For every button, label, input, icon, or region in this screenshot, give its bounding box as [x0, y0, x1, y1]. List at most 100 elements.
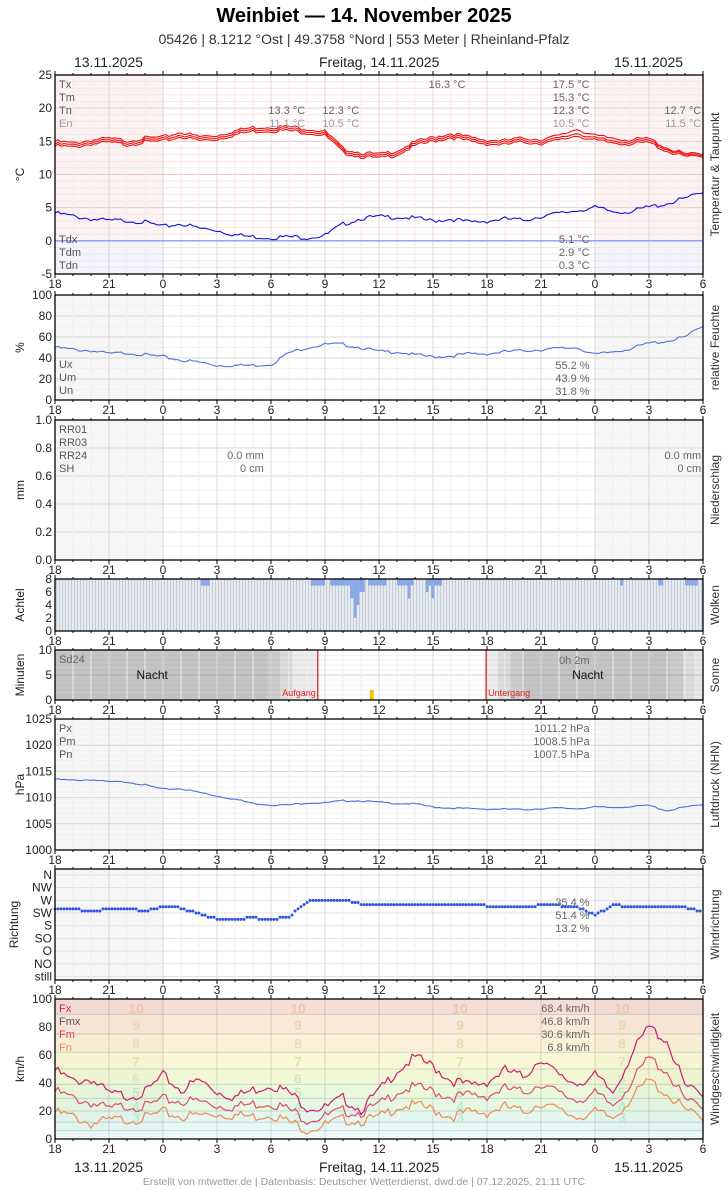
night-label: Nacht [572, 668, 604, 682]
y-tick-label: 40 [39, 351, 53, 365]
x-tick-label: 9 [322, 403, 329, 417]
x-tick-label: 12 [372, 403, 386, 417]
wind-dir-point [623, 905, 627, 909]
x-tick-label: 21 [102, 853, 116, 867]
x-tick-label: 0 [160, 1142, 167, 1156]
wind-dir-point [389, 903, 393, 907]
wind-dir-point [641, 905, 645, 909]
x-tick-label: 9 [322, 634, 329, 648]
wind-dir-point [176, 905, 180, 909]
wind-dir-point [572, 905, 576, 909]
y-tick-label: 0 [45, 393, 52, 407]
x-tick-label: 18 [480, 634, 494, 648]
wind-dir-point [173, 905, 177, 909]
beaufort-label: 8 [456, 1035, 464, 1051]
date-end-top: 15.11.2025 [614, 54, 684, 70]
legend-label: SH [59, 463, 74, 475]
panel-title: Temperatur & Taupunkt [708, 112, 722, 237]
cloud-gap-bar [428, 579, 433, 586]
credits: Erstellt von mtwetter.de | Datenbasis: D… [142, 1176, 586, 1188]
wind-dir-point [533, 905, 537, 909]
wind-dir-point [434, 903, 438, 907]
wind-dir-point [167, 905, 171, 909]
wind-dir-point [410, 903, 414, 907]
x-tick-label: 0 [160, 853, 167, 867]
y-tick-label: 0 [45, 234, 52, 248]
wind-dir-point [602, 909, 606, 913]
wind-dir-point [500, 905, 504, 909]
wind-dir-point [518, 905, 522, 909]
wind-dir-point [647, 905, 651, 909]
legend-label: Um [59, 372, 76, 384]
y-tick-label: 4 [45, 598, 52, 612]
wind-dir-point [584, 909, 588, 913]
beaufort-label: 3 [456, 1110, 464, 1126]
x-tick-label: 12 [372, 1142, 386, 1156]
wind-dir-point [665, 905, 669, 909]
stat-annotation: 0.0 mm [227, 450, 264, 462]
wind-dir-point [494, 905, 498, 909]
x-tick-label: 3 [214, 853, 221, 867]
wind-dir-point [356, 900, 360, 904]
cloud-gap-bar [407, 579, 411, 599]
sunshine-total: 0h 2m [559, 655, 590, 667]
y-tick-label: 1025 [25, 712, 52, 726]
x-tick-label: 21 [102, 277, 116, 291]
beaufort-label: 9 [618, 1017, 626, 1033]
wind-dir-point [248, 915, 252, 919]
x-tick-label: 9 [322, 1142, 329, 1156]
x-tick-label: 21 [102, 703, 116, 717]
y-axis-label: Achtel [13, 588, 27, 621]
wind-dir-point [323, 898, 327, 902]
y-tick-label: 100 [32, 992, 52, 1006]
wind-dir-point [119, 907, 123, 911]
wind-dir-point [386, 903, 390, 907]
legend-label: RR03 [59, 437, 87, 449]
x-tick-label: 21 [102, 403, 116, 417]
y-tick-label: 2 [45, 611, 52, 625]
y-tick-label: 6 [45, 585, 52, 599]
wind-dir-point [539, 903, 543, 907]
wind-dir-point [419, 903, 423, 907]
wind-dir-point [686, 907, 690, 911]
y-tick-label: 60 [39, 1048, 53, 1062]
panel-title: Sonne [708, 657, 722, 692]
cloud-gap-bar [397, 579, 414, 586]
legend-label: Tdm [59, 247, 81, 259]
y-tick-label: 10 [39, 168, 53, 182]
y-tick-label: 25 [39, 68, 53, 82]
y-tick-label: 0.0 [35, 553, 52, 567]
stat-annotation: 6.8 km/h [547, 1042, 589, 1054]
y-tick-label: 0.6 [35, 469, 52, 483]
x-tick-label: 3 [646, 703, 653, 717]
wind-dir-point [320, 898, 324, 902]
legend-label: Pn [59, 749, 72, 761]
beaufort-label: 5 [294, 1084, 302, 1100]
sunshine-bar [369, 690, 374, 700]
legend-label: En [59, 118, 72, 130]
wind-dir-point [575, 905, 579, 909]
wind-dir-point [203, 913, 207, 917]
wind-dir-point [371, 903, 375, 907]
beaufort-label: 10 [128, 1000, 144, 1016]
stat-annotation: 1008.5 hPa [533, 736, 590, 748]
wind-dir-point [185, 909, 189, 913]
x-tick-label: 18 [480, 703, 494, 717]
wind-dir-point [344, 898, 348, 902]
cloud-gap-bar [330, 579, 351, 586]
wind-dir-point [437, 903, 441, 907]
x-tick-label: 18 [480, 277, 494, 291]
x-tick-label: 6 [268, 277, 275, 291]
x-tick-label: 18 [480, 563, 494, 577]
wind-dir-point [86, 909, 90, 913]
legend-label: Tx [59, 79, 72, 91]
stat-annotation: 68.4 km/h [541, 1003, 589, 1015]
wind-dir-point [56, 907, 60, 911]
y-tick-label: 60 [39, 330, 53, 344]
wind-dir-point [407, 903, 411, 907]
wind-dir-point [182, 907, 186, 911]
x-tick-label: 3 [646, 634, 653, 648]
x-tick-label: 21 [102, 1142, 116, 1156]
